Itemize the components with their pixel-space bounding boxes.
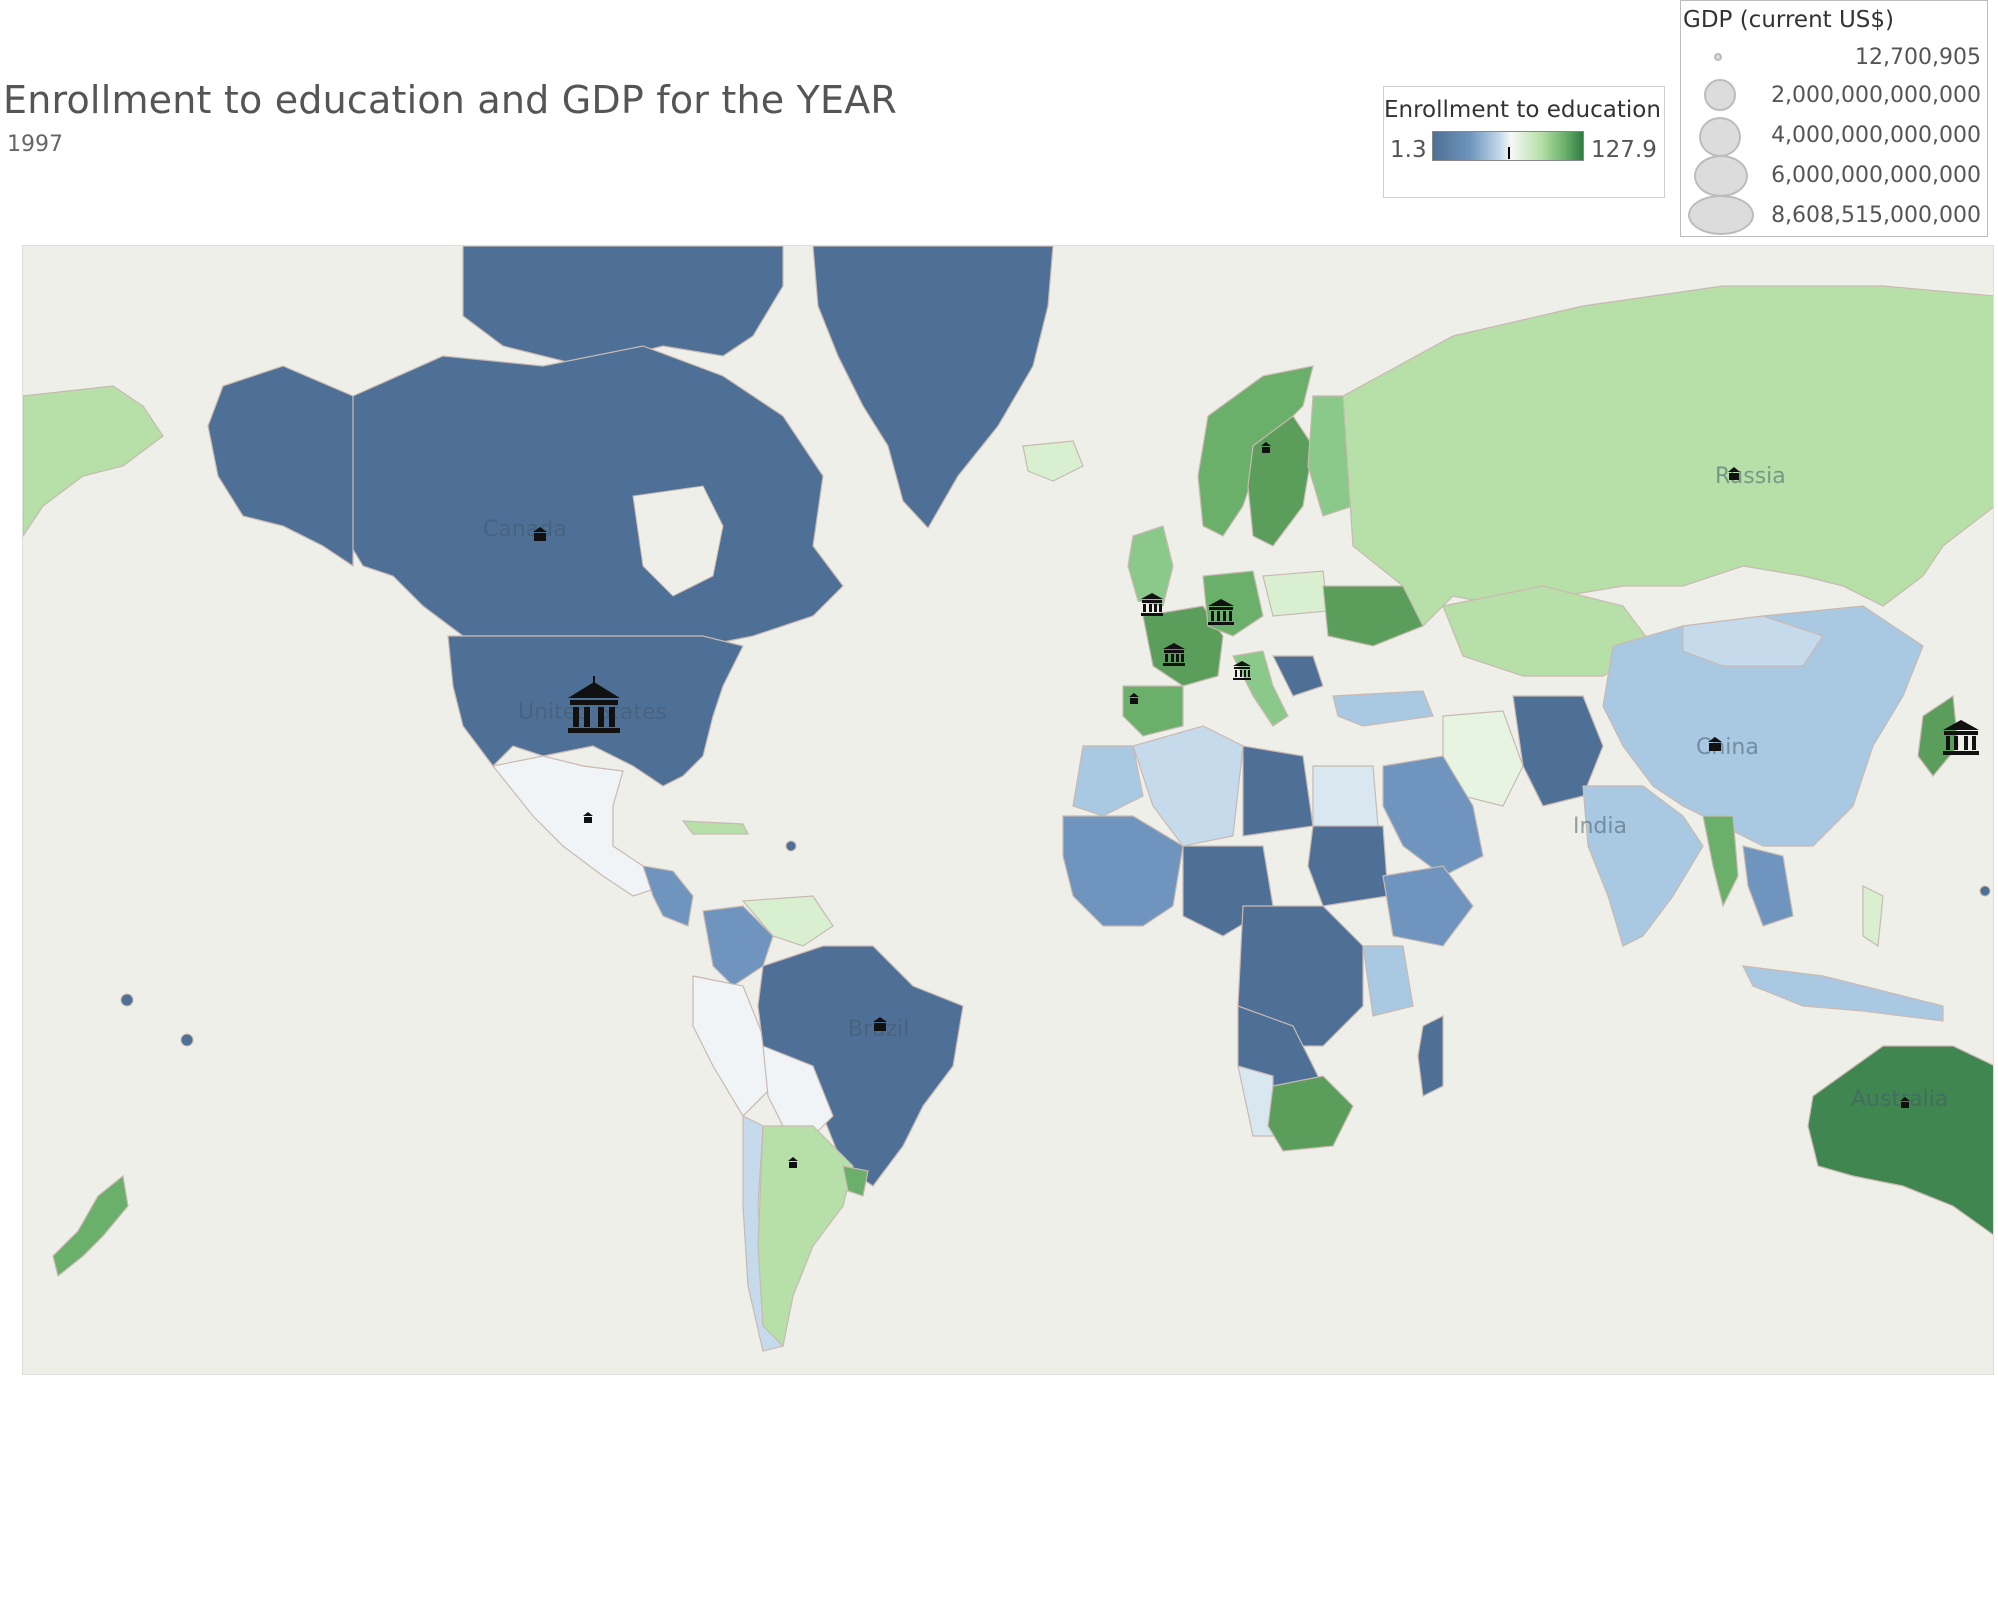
country-uruguay[interactable] xyxy=(842,1165,869,1197)
country-iceland[interactable] xyxy=(1022,440,1084,482)
gdp-legend-label: 2,000,000,000,000 xyxy=(1771,83,1981,108)
country-italy[interactable] xyxy=(1232,650,1289,727)
country-germany[interactable] xyxy=(1202,570,1264,637)
page-title: Enrollment to education and GDP for the … xyxy=(3,78,898,122)
small-country-dot[interactable] xyxy=(1979,885,1991,897)
country-egypt[interactable] xyxy=(1312,765,1379,827)
gdp-size-dot xyxy=(1694,155,1748,197)
bank-building-icon[interactable] xyxy=(788,1157,798,1168)
country-canada-arctic[interactable] xyxy=(462,246,784,367)
country-namibia[interactable] xyxy=(1237,1065,1274,1137)
country-central-america[interactable] xyxy=(642,865,694,927)
country-algeria[interactable] xyxy=(1132,725,1244,847)
map-label-canada: Canada xyxy=(483,517,567,542)
gdp-size-dot xyxy=(1688,195,1754,235)
enrollment-legend-min: 1.3 xyxy=(1390,137,1427,163)
country-saudi-arabia[interactable] xyxy=(1382,755,1484,877)
bank-building-icon[interactable] xyxy=(1129,693,1139,704)
country-west-africa[interactable] xyxy=(1062,815,1184,927)
country-argentina[interactable] xyxy=(757,1125,854,1348)
enrollment-legend-title: Enrollment to education xyxy=(1384,97,1661,123)
gdp-size-dot xyxy=(1699,117,1741,157)
gdp-legend-title: GDP (current US$) xyxy=(1683,7,1895,33)
country-china[interactable] xyxy=(1602,605,1924,847)
bank-building-icon[interactable] xyxy=(873,1017,887,1031)
country-russia-east[interactable] xyxy=(23,385,164,538)
map-label-russia: Russia xyxy=(1715,464,1786,489)
country-mexico[interactable] xyxy=(491,755,665,897)
country-united-kingdom[interactable] xyxy=(1127,525,1174,607)
year-subtitle: 1997 xyxy=(7,132,63,157)
bank-building-icon[interactable] xyxy=(1233,661,1251,680)
world-map[interactable]: Canada United States Brazil Russia China… xyxy=(22,245,1994,1375)
country-russia[interactable] xyxy=(1342,285,1994,628)
country-tanzania[interactable] xyxy=(1362,945,1414,1017)
country-greenland[interactable] xyxy=(812,246,1054,530)
small-country-dot[interactable] xyxy=(120,993,134,1007)
country-libya[interactable] xyxy=(1242,745,1314,837)
bank-building-icon[interactable] xyxy=(533,527,547,541)
gdp-size-dot xyxy=(1714,53,1722,61)
country-ethiopia[interactable] xyxy=(1382,865,1474,947)
enrollment-midpoint-tick xyxy=(1508,147,1510,159)
gdp-legend-row: 12,700,905 xyxy=(1681,39,1981,79)
bank-building-icon[interactable] xyxy=(568,676,620,733)
gdp-legend-label: 4,000,000,000,000 xyxy=(1771,123,1981,148)
country-philippines[interactable] xyxy=(1862,885,1884,948)
small-country-dot[interactable] xyxy=(785,840,797,852)
country-vietnam[interactable] xyxy=(1742,845,1794,927)
country-madagascar[interactable] xyxy=(1417,1015,1444,1097)
country-south-africa[interactable] xyxy=(1267,1075,1354,1152)
country-cuba[interactable] xyxy=(681,820,749,835)
world-map-svg[interactable]: Canada United States Brazil Russia China… xyxy=(23,246,1994,1375)
bank-building-icon[interactable] xyxy=(1900,1097,1910,1108)
gdp-legend-row: 2,000,000,000,000 xyxy=(1681,77,1981,117)
country-canada[interactable] xyxy=(322,345,844,647)
bank-building-icon[interactable] xyxy=(1943,720,1979,755)
country-indonesia[interactable] xyxy=(1741,965,1944,1022)
country-myanmar[interactable] xyxy=(1702,815,1739,908)
map-label-india: India xyxy=(1573,814,1627,839)
bank-building-icon[interactable] xyxy=(1708,737,1722,751)
gdp-legend-label: 6,000,000,000,000 xyxy=(1771,163,1981,188)
country-australia[interactable] xyxy=(1807,1045,1994,1236)
country-peru[interactable] xyxy=(692,975,774,1117)
country-sudan[interactable] xyxy=(1307,825,1389,907)
map-label-australia: Australia xyxy=(1851,1087,1948,1112)
map-label-china: China xyxy=(1696,735,1759,760)
enrollment-legend-max: 127.9 xyxy=(1591,137,1657,163)
country-new-zealand[interactable] xyxy=(52,1174,129,1278)
country-balkans[interactable] xyxy=(1272,655,1324,697)
country-venezuela[interactable] xyxy=(741,895,834,947)
gdp-legend-label: 8,608,515,000,000 xyxy=(1771,203,1981,228)
country-united-states[interactable] xyxy=(447,635,744,787)
country-turkey[interactable] xyxy=(1332,690,1434,727)
bank-building-icon[interactable] xyxy=(1728,467,1740,480)
enrollment-color-legend[interactable]: Enrollment to education 1.3 127.9 xyxy=(1383,86,1665,198)
country-poland[interactable] xyxy=(1262,570,1329,617)
gdp-size-dot xyxy=(1704,79,1736,111)
country-alaska[interactable] xyxy=(207,365,354,568)
gdp-legend-row: 4,000,000,000,000 xyxy=(1681,117,1981,157)
bank-building-icon[interactable] xyxy=(1141,593,1163,616)
gdp-legend-row: 8,608,515,000,000 xyxy=(1681,195,1981,237)
country-india[interactable] xyxy=(1582,785,1704,947)
small-country-dot[interactable] xyxy=(180,1033,194,1047)
hudson-bay xyxy=(632,485,724,597)
bank-building-icon[interactable] xyxy=(583,812,593,823)
bank-building-icon[interactable] xyxy=(1208,599,1234,625)
country-pakistan[interactable] xyxy=(1512,695,1604,807)
small-gdp-dots xyxy=(120,840,1991,1047)
gdp-legend-label: 12,700,905 xyxy=(1855,45,1981,70)
gdp-legend-row: 6,000,000,000,000 xyxy=(1681,155,1981,197)
bank-building-icon[interactable] xyxy=(1261,442,1271,453)
gdp-markers xyxy=(533,442,1979,1168)
country-ukraine[interactable] xyxy=(1322,585,1424,647)
bank-building-icon[interactable] xyxy=(1163,643,1185,666)
country-japan[interactable] xyxy=(1917,694,1959,777)
gdp-size-legend[interactable]: GDP (current US$) 12,700,905 2,000,000,0… xyxy=(1680,0,1988,237)
country-morocco[interactable] xyxy=(1072,745,1144,817)
country-mongolia[interactable] xyxy=(1682,615,1824,667)
country-spain[interactable] xyxy=(1122,685,1184,737)
